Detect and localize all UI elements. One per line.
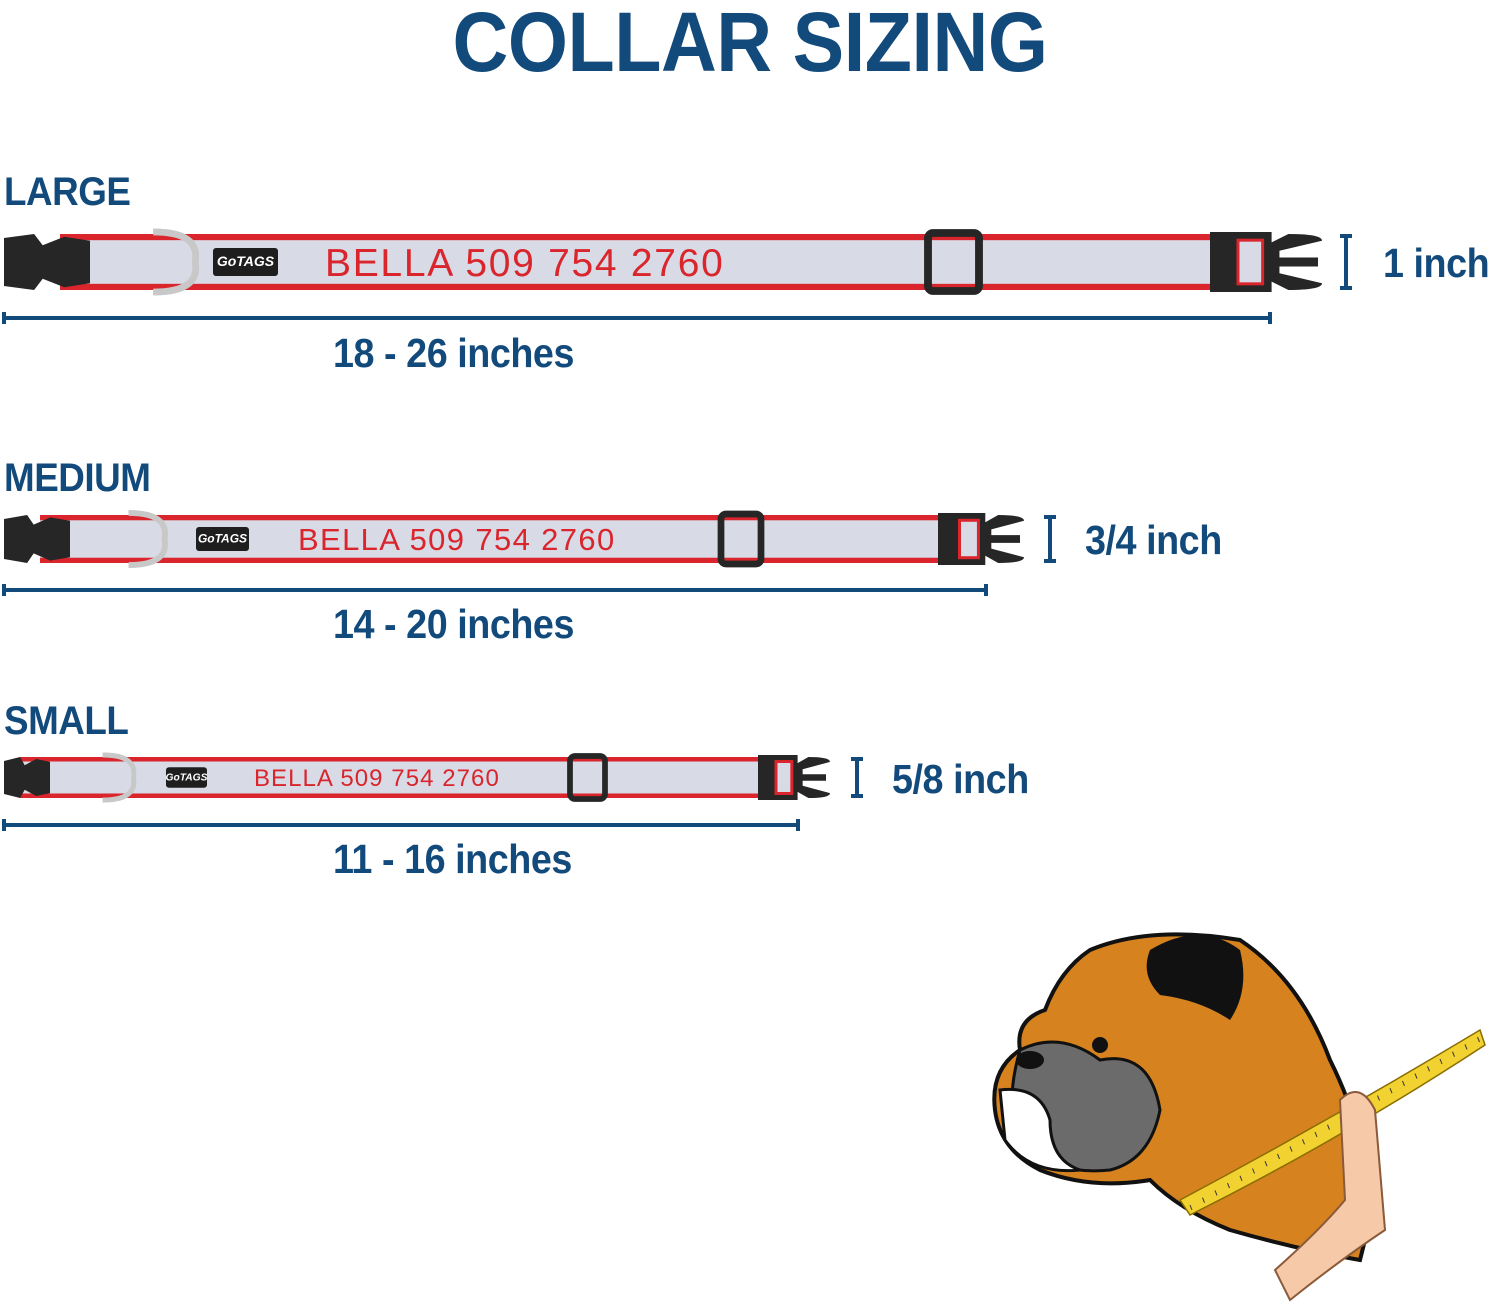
- page-title: COLLAR SIZING: [452, 0, 1048, 89]
- engraving-text: BELLA 509 754 2760: [298, 522, 614, 557]
- buckle-male-icon: [758, 755, 830, 800]
- boxer-dog-illustration: [992, 932, 1486, 1302]
- tape-tick: [1289, 1146, 1293, 1152]
- tape-tick: [1464, 1044, 1468, 1050]
- tape-tick: [1214, 1190, 1218, 1196]
- logo-text: GoTAGS: [217, 253, 275, 269]
- tape-tick: [1227, 1182, 1230, 1189]
- dog-eye: [1092, 1037, 1108, 1053]
- logo-badge: [166, 767, 207, 788]
- range-label-medium: 14 - 20 inches: [333, 601, 574, 647]
- slider-icon: [924, 229, 983, 295]
- dog-ear: [1146, 935, 1244, 1020]
- strap-inner: [40, 520, 950, 558]
- hand-finger-icon: [1273, 1091, 1387, 1302]
- collar-large: GoTAGS BELLA 509 754 2760: [2, 228, 1352, 324]
- buckle-window: [958, 518, 980, 560]
- tape-tick: [1452, 1051, 1455, 1057]
- logo-badge: [196, 527, 249, 551]
- width-bracket-icon: [1340, 234, 1352, 290]
- size-label-large: LARGE: [4, 170, 131, 214]
- length-dimension-line: [2, 584, 988, 596]
- d-ring-icon: [153, 228, 200, 296]
- d-ring-icon: [102, 752, 137, 803]
- logo-text: GoTAGS: [166, 772, 208, 783]
- slider-icon: [717, 510, 765, 568]
- logo-badge: [213, 248, 278, 276]
- buckle-male-icon: [938, 513, 1024, 565]
- buckle-male-icon: [1210, 232, 1322, 292]
- tape-tick: [1414, 1073, 1418, 1079]
- d-ring-icon: [128, 510, 168, 568]
- width-bracket-icon: [1044, 515, 1056, 563]
- engraving-text: BELLA 509 754 2760: [254, 765, 499, 792]
- tape-tick: [1314, 1131, 1318, 1138]
- slider-icon: [567, 753, 608, 802]
- buckle-female-icon: [4, 757, 50, 798]
- buckle-female-icon: [4, 234, 90, 290]
- width-bracket-icon: [851, 757, 863, 798]
- tape-tick: [1327, 1124, 1330, 1130]
- size-label-small: SMALL: [4, 699, 129, 743]
- tape-tick: [1239, 1175, 1243, 1181]
- range-label-small: 11 - 16 inches: [333, 836, 572, 882]
- tape-tick: [1189, 1204, 1193, 1211]
- tape-tick: [1427, 1066, 1430, 1072]
- collar-medium: GoTAGS BELLA 509 754 2760: [2, 510, 1056, 596]
- tape-tick: [1252, 1168, 1255, 1174]
- width-label-small: 5/8 inch: [892, 756, 1029, 802]
- buckle-female-icon: [4, 515, 70, 563]
- tape-tick: [1477, 1036, 1480, 1043]
- collar-small: GoTAGS BELLA 509 754 2760: [2, 752, 863, 831]
- range-label-large: 18 - 26 inches: [333, 330, 574, 376]
- length-dimension-line: [2, 312, 1272, 324]
- tape-tick: [1264, 1161, 1268, 1167]
- measuring-tape-icon: [1178, 1028, 1486, 1216]
- dog-nose: [1016, 1051, 1044, 1069]
- buckle-window: [1236, 238, 1265, 286]
- size-label-medium: MEDIUM: [4, 456, 151, 500]
- tape-tick: [1302, 1139, 1305, 1145]
- strap-inner: [20, 761, 772, 794]
- engraving-text: BELLA 509 754 2760: [325, 242, 723, 285]
- dog-jaw: [998, 1087, 1081, 1173]
- logo-text: GoTAGS: [198, 531, 247, 545]
- tape-tick: [1377, 1095, 1380, 1101]
- tape-tick: [1277, 1153, 1280, 1160]
- tape-tick: [1402, 1080, 1405, 1087]
- tape-tick: [1389, 1088, 1393, 1094]
- tape-tick: [1439, 1058, 1443, 1065]
- width-label-large: 1 inch: [1383, 240, 1490, 286]
- length-dimension-line: [2, 819, 800, 831]
- tape-tick: [1202, 1197, 1205, 1203]
- width-label-medium: 3/4 inch: [1085, 517, 1222, 563]
- buckle-window: [774, 760, 794, 795]
